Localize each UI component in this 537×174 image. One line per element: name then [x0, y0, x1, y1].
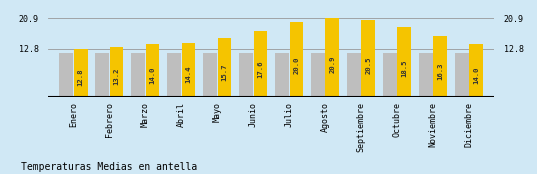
Text: 14.4: 14.4 [185, 66, 192, 83]
Bar [96, 53, 109, 97]
Bar [203, 53, 217, 97]
Text: 12.8: 12.8 [78, 68, 84, 86]
Bar [383, 53, 397, 97]
Bar [275, 53, 289, 97]
Text: 15.7: 15.7 [221, 64, 228, 81]
Bar [361, 20, 375, 97]
Bar [146, 44, 159, 97]
Bar [325, 18, 339, 97]
Text: 14.0: 14.0 [473, 66, 479, 84]
Text: Temperaturas Medias en antella: Temperaturas Medias en antella [21, 162, 198, 172]
Bar [433, 36, 447, 97]
Bar [74, 49, 88, 97]
Bar [110, 48, 124, 97]
Bar [289, 22, 303, 97]
Bar [455, 53, 468, 97]
Bar [182, 43, 195, 97]
Bar [397, 27, 411, 97]
Text: 20.0: 20.0 [293, 57, 299, 74]
Bar [311, 53, 325, 97]
Bar [419, 53, 433, 97]
Text: 18.5: 18.5 [401, 59, 407, 77]
Bar [253, 31, 267, 97]
Bar [60, 53, 73, 97]
Text: 13.2: 13.2 [114, 68, 120, 85]
Bar [347, 53, 361, 97]
Bar [217, 38, 231, 97]
Text: 17.6: 17.6 [257, 61, 264, 78]
Bar [469, 44, 483, 97]
Bar [168, 53, 181, 97]
Text: 14.0: 14.0 [150, 66, 156, 84]
Text: 20.5: 20.5 [365, 56, 371, 74]
Text: 16.3: 16.3 [437, 63, 443, 80]
Text: 20.9: 20.9 [329, 56, 335, 73]
Bar [132, 53, 145, 97]
Bar [239, 53, 253, 97]
